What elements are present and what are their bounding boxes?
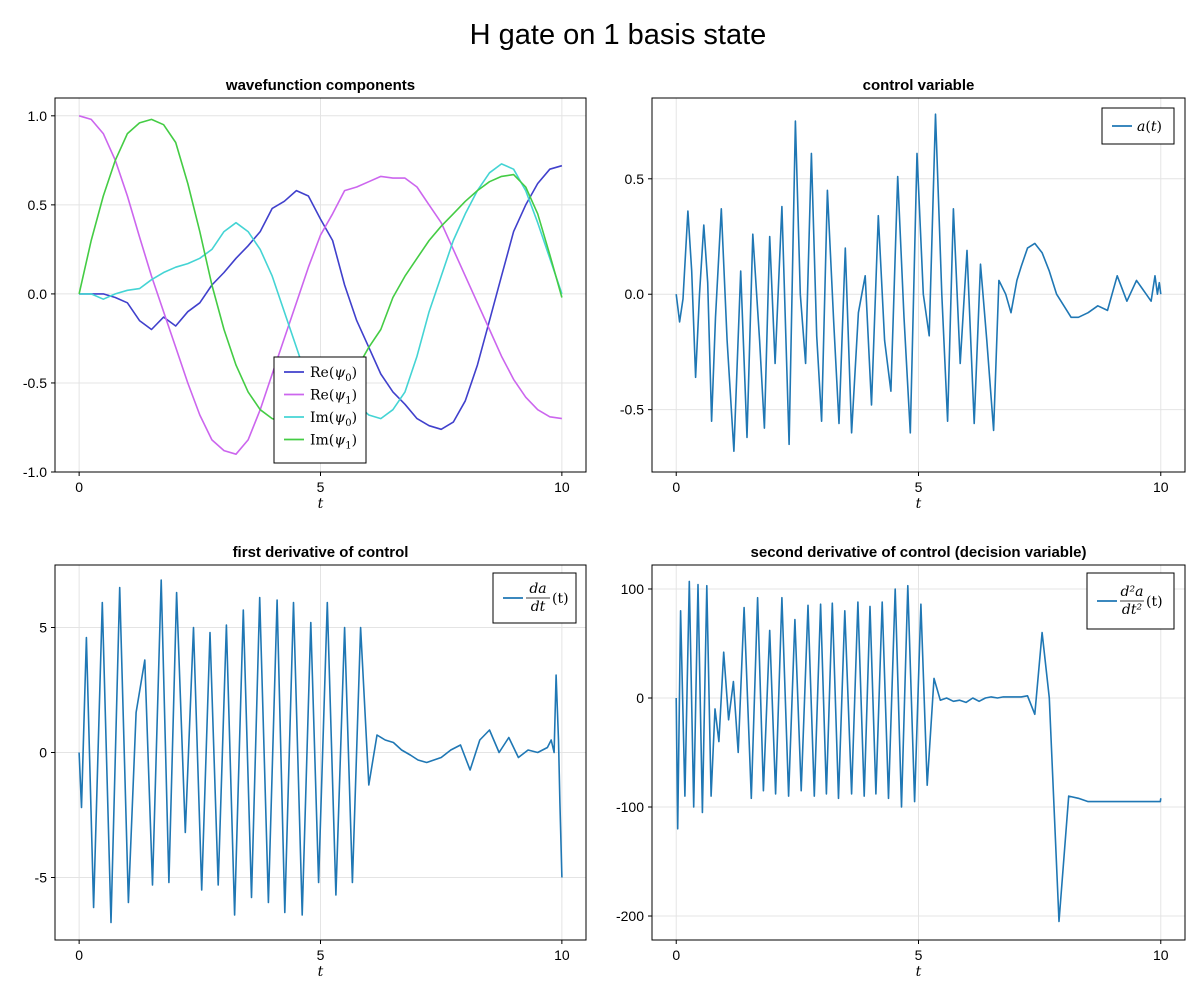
legend: d²a dt² (t) xyxy=(1086,572,1175,630)
x-tick-label: 10 xyxy=(554,947,570,963)
x-axis-label: t xyxy=(318,496,324,512)
chart-title: control variable xyxy=(863,77,975,94)
x-tick-label: 10 xyxy=(1153,479,1169,495)
chart-panel: control variable 0 5 10 -0.5 0.0 0.5 t a(t) xyxy=(620,77,1186,512)
chart-title: wavefunction components xyxy=(225,77,415,94)
legend-label: Im(ψ1) xyxy=(310,433,357,452)
legend-label: a(t) xyxy=(1137,119,1162,135)
x-tick-label: 10 xyxy=(554,479,570,495)
legend-label: Re(ψ0) xyxy=(310,365,357,384)
y-tick-label: 0 xyxy=(39,745,47,761)
legend: da dt (t) xyxy=(492,572,577,624)
series-line xyxy=(675,580,1162,923)
series-line xyxy=(79,164,563,431)
x-axis-label: t xyxy=(916,964,922,980)
y-tick-label: 0.5 xyxy=(28,197,48,213)
y-tick-label: -200 xyxy=(616,908,644,924)
panels: wavefunction components 0 5 10 -1.0 -0.5 0.0 0.… xyxy=(23,77,1186,980)
legend-fraction-denominator: dt xyxy=(531,599,546,615)
legend-label: Re(ψ1) xyxy=(310,388,357,407)
legend: Re(ψ0) Re(ψ1) Im(ψ0) Im(ψ1) xyxy=(273,356,367,464)
chart-title: second derivative of control (decision v… xyxy=(751,544,1087,561)
y-tick-label: -5 xyxy=(35,870,48,886)
y-tick-label: 0.5 xyxy=(625,171,645,187)
x-tick-label: 0 xyxy=(75,947,83,963)
chart-panel: second derivative of control (decision v… xyxy=(616,544,1186,980)
legend-label: Im(ψ0) xyxy=(310,410,357,429)
chart-panel: wavefunction components 0 5 10 -1.0 -0.5 0.0 0.… xyxy=(23,77,587,512)
y-tick-label: 0.0 xyxy=(625,286,645,302)
series-line xyxy=(675,113,1162,452)
legend-fraction-numerator: da xyxy=(529,581,546,597)
x-tick-label: 0 xyxy=(672,947,680,963)
chart-title: first derivative of control xyxy=(233,544,409,561)
y-tick-label: 5 xyxy=(39,620,47,636)
y-tick-label: 100 xyxy=(621,581,645,597)
x-axis-label: t xyxy=(916,496,922,512)
y-tick-label: 0.0 xyxy=(28,286,48,302)
y-tick-label: -0.5 xyxy=(620,402,644,418)
legend-fraction-denominator: dt² xyxy=(1122,602,1143,618)
y-tick-label: -0.5 xyxy=(23,375,47,391)
legend: a(t) xyxy=(1101,107,1175,145)
x-axis-label: t xyxy=(318,964,324,980)
legend-label-suffix: (t) xyxy=(552,591,569,607)
x-tick-label: 5 xyxy=(915,947,923,963)
y-tick-label: 1.0 xyxy=(28,108,48,124)
x-tick-label: 0 xyxy=(672,479,680,495)
x-tick-label: 0 xyxy=(75,479,83,495)
series-line xyxy=(78,115,563,455)
legend-fraction-numerator: d²a xyxy=(1121,584,1144,600)
legend-label-suffix: (t) xyxy=(1146,594,1163,610)
x-tick-label: 10 xyxy=(1153,947,1169,963)
x-tick-label: 5 xyxy=(317,947,325,963)
y-tick-label: -100 xyxy=(616,799,644,815)
y-tick-label: -1.0 xyxy=(23,464,47,480)
series-line xyxy=(78,579,563,924)
x-tick-label: 5 xyxy=(317,479,325,495)
legend-box xyxy=(273,356,367,464)
figure-title: H gate on 1 basis state xyxy=(470,19,767,51)
x-tick-label: 5 xyxy=(915,479,923,495)
y-tick-label: 0 xyxy=(636,690,644,706)
